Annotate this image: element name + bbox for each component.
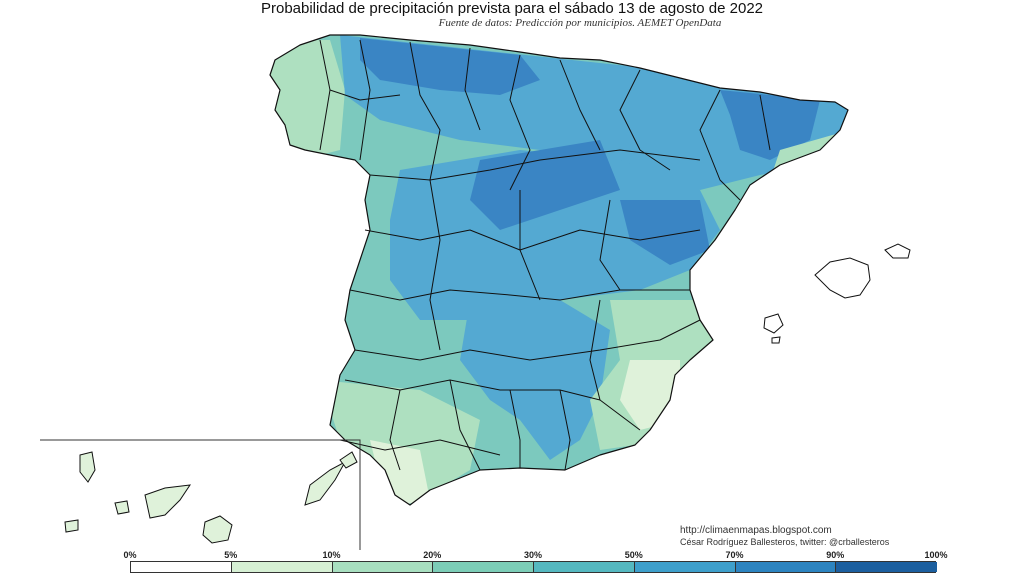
legend-tick-label: 30%: [523, 550, 543, 560]
fuerteventura: [304, 460, 347, 506]
inset-frame: [40, 439, 361, 550]
canary-islands-inset: [40, 439, 361, 550]
region-southwest-green: [320, 380, 480, 500]
region-aragon-darkblue: [620, 200, 710, 265]
mallorca: [814, 257, 871, 299]
map-title: Probabilidad de precipitación prevista p…: [260, 0, 764, 17]
color-legend: [130, 561, 937, 573]
legend-swatch: [534, 562, 635, 572]
tenerife: [144, 484, 192, 519]
legend-swatch: [433, 562, 534, 572]
legend-swatch: [231, 562, 333, 572]
region-center-darkblue: [470, 140, 620, 230]
legend-swatch: [735, 562, 837, 572]
legend-swatch: [634, 562, 736, 572]
credit-author: César Rodríguez Ballesteros, twitter: @c…: [680, 537, 890, 547]
legend-swatch: [131, 562, 232, 572]
el-hierro: [64, 519, 79, 533]
legend-swatch: [332, 562, 434, 572]
legend-tick-label: 20%: [423, 550, 442, 560]
legend-tick-label: 0%: [123, 550, 137, 560]
legend-tick-label: 10%: [322, 550, 341, 560]
region-galicia-green: [270, 40, 345, 160]
credit-url: http://climaenmapas.blogspot.com: [680, 525, 832, 536]
lanzarote: [339, 451, 358, 469]
region-pyrenees-darkblue: [720, 90, 820, 160]
legend-tick-label: 100%: [924, 550, 948, 560]
formentera: [771, 336, 781, 344]
la-gomera: [114, 500, 130, 515]
gran-canaria: [202, 515, 233, 544]
balearic-islands: [763, 243, 911, 344]
legend-tick-label: 90%: [826, 550, 845, 560]
region-south-blue: [460, 300, 610, 460]
region-cantabria-darkblue: [360, 38, 540, 95]
menorca: [884, 243, 911, 259]
ibiza: [763, 313, 784, 334]
legend-swatch: [836, 562, 937, 572]
legend-tick-label: 70%: [725, 550, 744, 560]
map-subtitle: Fuente de datos: Predicción por municipi…: [438, 17, 722, 29]
region-cadiz-light: [370, 440, 430, 505]
legend-tick-label: 5%: [224, 550, 238, 560]
la-palma: [79, 451, 96, 483]
province-borders: [269, 34, 849, 506]
mainland-spain: [269, 34, 849, 506]
legend-tick-label: 50%: [624, 550, 643, 560]
